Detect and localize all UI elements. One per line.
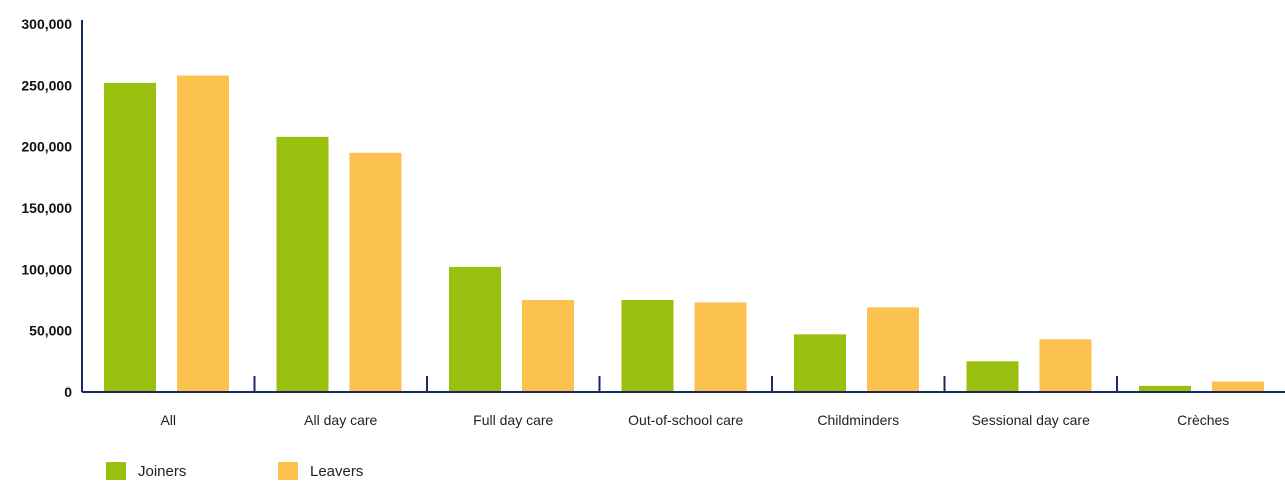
y-tick-label: 100,000 [21, 261, 72, 277]
x-tick-label: Crèches [1177, 412, 1229, 428]
bar-joiners [621, 300, 674, 392]
bar-joiners [966, 361, 1019, 392]
x-tick-label: All day care [304, 412, 377, 428]
bar-leavers [522, 300, 574, 392]
bars-group [104, 75, 1264, 393]
bar-leavers [177, 75, 229, 393]
y-tick-label: 300,000 [21, 16, 72, 32]
bar-joiners [449, 266, 501, 392]
bar-joiners [276, 136, 329, 392]
legend-label-leavers: Leavers [310, 462, 364, 480]
bar-leavers [1039, 339, 1092, 392]
bar-chart: 0 50,000 100,000 150,000 200,000 250,000 300,0… [21, 16, 1285, 428]
bar-joiners [104, 82, 156, 392]
x-tick-label: Sessional day care [972, 412, 1091, 428]
legend-swatch-joiners [106, 462, 126, 480]
y-tick-label: 0 [64, 384, 72, 400]
bar-leavers [867, 307, 919, 392]
x-axis-tick-labels: All All day care Full day care Out-of-schoo… [160, 412, 1229, 428]
x-tick-label: Full day care [473, 412, 553, 428]
legend-label-joiners: Joiners [138, 462, 187, 480]
x-tick-label: Childminders [817, 412, 899, 428]
bar-leavers [349, 152, 402, 392]
y-tick-label: 200,000 [21, 139, 72, 155]
x-axis-category-ticks [253, 376, 1118, 392]
y-tick-label: 150,000 [21, 200, 72, 216]
legend-item-joiners: Joiners [106, 462, 186, 480]
y-tick-label: 250,000 [21, 77, 72, 93]
bar-joiners [1139, 385, 1191, 392]
y-axis-tick-labels: 0 50,000 100,000 150,000 200,000 250,000 300,0… [21, 16, 72, 400]
bar-leavers [1212, 381, 1264, 392]
bar-joiners [794, 334, 846, 392]
x-tick-label: All [160, 412, 176, 428]
legend-item-leavers: Leavers [278, 462, 363, 480]
legend-swatch-leavers [278, 462, 298, 480]
y-tick-label: 50,000 [29, 323, 72, 339]
x-tick-label: Out-of-school care [628, 412, 743, 428]
bar-leavers [694, 302, 747, 392]
